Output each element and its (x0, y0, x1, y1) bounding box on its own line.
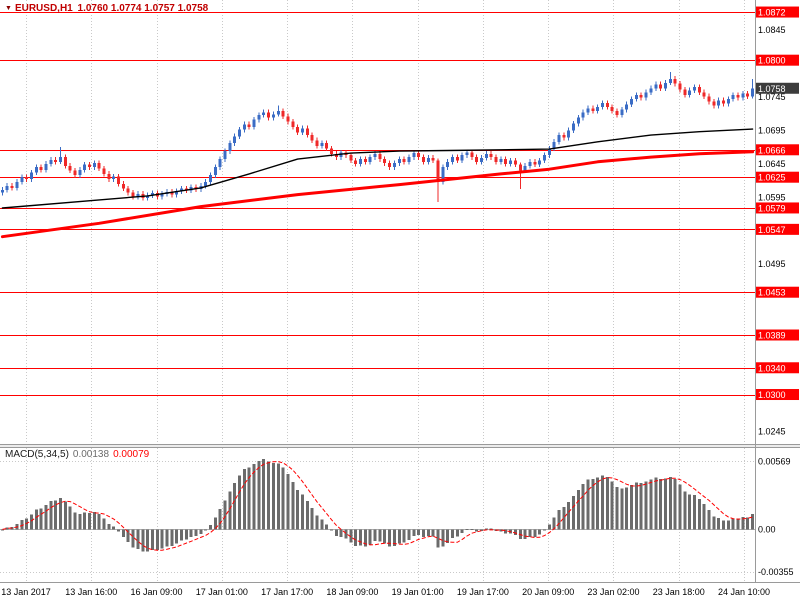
svg-text:-0.00355: -0.00355 (758, 567, 794, 577)
svg-text:1.0579: 1.0579 (758, 203, 786, 213)
svg-text:1.0453: 1.0453 (758, 288, 786, 298)
svg-text:17 Jan 01:00: 17 Jan 01:00 (196, 587, 248, 597)
svg-text:1.0758: 1.0758 (758, 84, 786, 94)
svg-text:18 Jan 09:00: 18 Jan 09:00 (326, 587, 378, 597)
svg-text:1.0547: 1.0547 (758, 225, 786, 235)
svg-text:24 Jan 10:00: 24 Jan 10:00 (718, 587, 770, 597)
svg-text:17 Jan 17:00: 17 Jan 17:00 (261, 587, 313, 597)
panel-separators (0, 0, 800, 583)
macd-axis[interactable]: 0.00569 0.00 -0.00355 (758, 456, 794, 577)
svg-text:1.0625: 1.0625 (758, 173, 786, 183)
svg-text:23 Jan 18:00: 23 Jan 18:00 (653, 587, 705, 597)
svg-text:1.0645: 1.0645 (758, 159, 786, 169)
main-chart-surface[interactable] (0, 0, 755, 444)
svg-text:1.0666: 1.0666 (758, 145, 786, 155)
chart-marker-icon: ▼ (5, 5, 12, 12)
svg-text:20 Jan 09:00: 20 Jan 09:00 (522, 587, 574, 597)
svg-text:1.0745: 1.0745 (758, 92, 786, 102)
support-resistance-lines (0, 12, 755, 396)
macd-label: MACD(5,34,5) (5, 449, 69, 460)
svg-text:1.0245: 1.0245 (758, 426, 786, 436)
svg-text:0.00: 0.00 (758, 524, 776, 534)
svg-text:1.0872: 1.0872 (758, 8, 786, 18)
svg-text:1.0800: 1.0800 (758, 56, 786, 66)
ma-fast-black (1, 128, 754, 209)
chart-symbol-label: EURUSD,H1 (14, 3, 73, 14)
svg-text:1.0845: 1.0845 (758, 25, 786, 35)
macd-surface[interactable] (0, 448, 755, 582)
macd-signal-line (2, 461, 753, 551)
svg-text:1.0495: 1.0495 (758, 259, 786, 269)
svg-text:1.0695: 1.0695 (758, 125, 786, 135)
svg-text:19 Jan 17:00: 19 Jan 17:00 (457, 587, 509, 597)
macd-header: MACD(5,34,5) 0.00138 0.00079 (5, 449, 153, 460)
chart-ohlc-values: 1.0760 1.0774 1.0757 1.0758 (77, 3, 209, 14)
ma-slow-red (0, 150, 755, 239)
svg-text:13 Jan 2017: 13 Jan 2017 (1, 587, 51, 597)
price-axis[interactable]: 1.0845 1.0745 1.0695 1.0645 1.0595 1.0495 1.02… (756, 6, 799, 437)
svg-text:1.0389: 1.0389 (758, 331, 786, 341)
svg-text:0.00569: 0.00569 (758, 456, 791, 466)
candles-layer (0, 72, 755, 202)
svg-text:16 Jan 09:00: 16 Jan 09:00 (131, 587, 183, 597)
svg-text:1.0340: 1.0340 (758, 363, 786, 373)
time-axis[interactable]: 13 Jan 2017 13 Jan 16:00 16 Jan 09:00 17 Ja… (1, 587, 770, 597)
macd-signal-value: 0.00079 (113, 449, 150, 460)
chart-header: ▼ EURUSD,H1 1.0760 1.0774 1.0757 1.0758 (5, 3, 210, 14)
svg-text:13 Jan 16:00: 13 Jan 16:00 (65, 587, 117, 597)
svg-text:23 Jan 02:00: 23 Jan 02:00 (587, 587, 639, 597)
svg-text:19 Jan 01:00: 19 Jan 01:00 (392, 587, 444, 597)
current-price-tag: 1.0758 (756, 82, 799, 94)
svg-text:1.0595: 1.0595 (758, 192, 786, 202)
macd-main-value: 0.00138 (72, 449, 110, 460)
svg-text:1.0300: 1.0300 (758, 390, 786, 400)
